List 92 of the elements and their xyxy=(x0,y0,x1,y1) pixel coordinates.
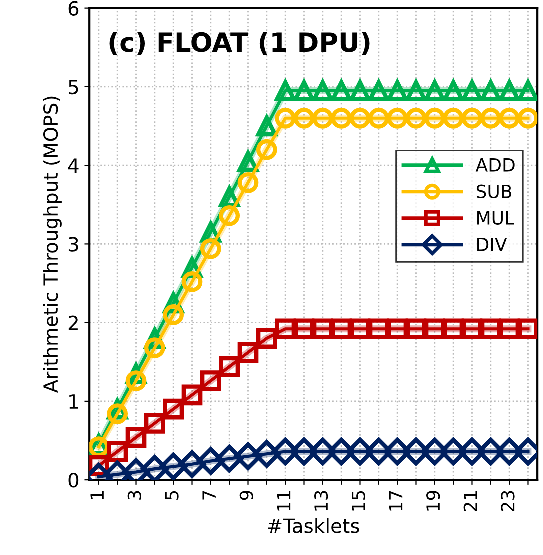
legend-label: MUL xyxy=(478,212,514,225)
point xyxy=(312,318,334,340)
y-tick-label: 0 xyxy=(68,473,79,488)
point xyxy=(126,427,147,448)
point xyxy=(256,139,278,160)
x-tick-label: 9 xyxy=(240,491,254,500)
point xyxy=(107,404,128,424)
point xyxy=(197,447,225,476)
point xyxy=(312,108,334,129)
x-tick-label: 13 xyxy=(314,491,328,511)
point xyxy=(178,450,206,478)
point xyxy=(499,318,520,340)
point xyxy=(90,436,110,458)
point xyxy=(402,438,430,466)
y-tick-label: 3 xyxy=(68,237,78,252)
point xyxy=(458,438,486,466)
point xyxy=(144,413,166,434)
text: (c) FLOAT (1 DPU) xyxy=(110,32,370,56)
point xyxy=(480,318,502,340)
x-tick-label: 15 xyxy=(352,491,366,511)
point xyxy=(350,108,371,129)
point xyxy=(328,438,356,466)
point xyxy=(272,438,300,466)
y-tick-label: 1 xyxy=(70,394,78,409)
y-tick-label: 4 xyxy=(68,158,79,173)
point xyxy=(163,304,184,326)
x-tick-label: 7 xyxy=(202,491,216,500)
y-tick-label: 5 xyxy=(69,80,78,95)
point xyxy=(462,108,483,129)
point xyxy=(275,108,296,129)
point xyxy=(182,384,203,406)
point xyxy=(443,108,464,129)
y-tick-label: 2 xyxy=(68,316,78,330)
point xyxy=(160,452,188,480)
x-tick-label: 19 xyxy=(426,491,440,511)
point xyxy=(253,440,281,468)
point xyxy=(309,438,337,466)
point xyxy=(346,438,374,466)
point xyxy=(387,318,408,340)
point xyxy=(462,318,483,340)
point xyxy=(219,205,240,226)
point xyxy=(144,338,166,358)
point xyxy=(294,108,315,129)
point xyxy=(350,318,371,340)
point xyxy=(480,108,502,129)
x-tick-label: 1 xyxy=(90,491,104,500)
x-tick-label: 17 xyxy=(389,491,403,511)
point xyxy=(477,438,505,466)
point xyxy=(518,318,538,340)
point xyxy=(182,272,203,292)
point xyxy=(384,438,412,466)
point xyxy=(368,108,390,129)
x-axis-title: #Tasklets xyxy=(268,518,360,534)
x-tick-label: 11 xyxy=(277,491,291,511)
point xyxy=(163,398,184,420)
point xyxy=(216,444,244,473)
point xyxy=(294,318,315,340)
point xyxy=(387,108,408,129)
point xyxy=(499,108,520,129)
point xyxy=(496,438,524,466)
x-tick-label: 5 xyxy=(165,491,179,500)
y-axis-title: Arithmetic Throughput (MOPS) xyxy=(43,96,62,393)
point xyxy=(443,318,464,340)
point xyxy=(424,108,446,129)
point xyxy=(368,318,390,340)
point xyxy=(275,318,296,340)
point xyxy=(406,108,427,129)
point xyxy=(331,318,352,340)
x-tick-label: 23 xyxy=(501,491,515,512)
x-tick-label: 21 xyxy=(464,491,478,512)
legend-label: DIV xyxy=(478,238,508,252)
point xyxy=(406,318,427,340)
point xyxy=(331,108,352,129)
point xyxy=(107,441,128,462)
legend-label: ADD xyxy=(476,158,515,172)
point xyxy=(256,328,278,349)
point xyxy=(126,370,147,392)
point xyxy=(234,442,262,470)
legend-label: SUB xyxy=(476,184,512,198)
point xyxy=(290,438,318,466)
point xyxy=(365,438,393,466)
point xyxy=(421,438,449,466)
x-tick-label: 3 xyxy=(128,491,142,500)
point xyxy=(518,108,538,129)
point xyxy=(424,318,446,340)
point xyxy=(200,238,222,260)
point xyxy=(238,172,259,194)
point xyxy=(440,438,468,466)
point xyxy=(200,370,222,392)
point xyxy=(219,356,240,378)
y-tick-label: 6 xyxy=(68,1,79,16)
point xyxy=(238,342,259,364)
